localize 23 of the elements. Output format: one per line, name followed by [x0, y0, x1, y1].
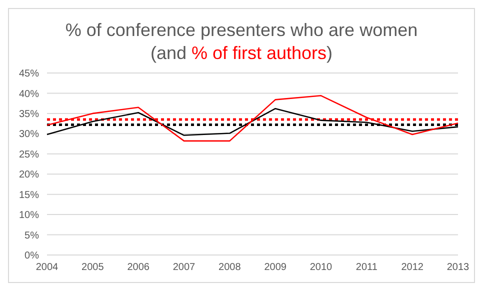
x-tick-label: 2010 — [310, 262, 333, 274]
y-tick-label: 45% — [18, 68, 40, 80]
x-tick-label: 2013 — [446, 262, 470, 274]
y-tick-label: 35% — [18, 108, 40, 120]
x-tick-label: 2007 — [172, 262, 196, 274]
x-tick-label: 2005 — [82, 262, 104, 274]
x-tick-label: 2004 — [36, 262, 59, 274]
x-tick-label: 2012 — [401, 262, 424, 274]
y-tick-label: 30% — [18, 129, 40, 140]
x-tick-label: 2008 — [218, 262, 242, 274]
y-tick-label: 20% — [18, 170, 40, 181]
y-tick-label: 5% — [24, 230, 40, 242]
y-tick-label: 0% — [24, 250, 40, 262]
x-tick-label: 2006 — [127, 262, 150, 274]
y-tick-label: 10% — [18, 210, 40, 222]
x-tick-label: 2011 — [356, 262, 378, 274]
chart-title: % of conference presenters who are women — [64, 19, 419, 42]
y-tick-label: 15% — [18, 190, 40, 201]
x-tick-label: 2009 — [264, 262, 287, 274]
chart-subtitle: (and % of first authors) — [149, 42, 334, 65]
y-tick-label: 40% — [18, 88, 40, 100]
y-tick-label: 25% — [18, 149, 40, 160]
line-series — [46, 95, 459, 142]
